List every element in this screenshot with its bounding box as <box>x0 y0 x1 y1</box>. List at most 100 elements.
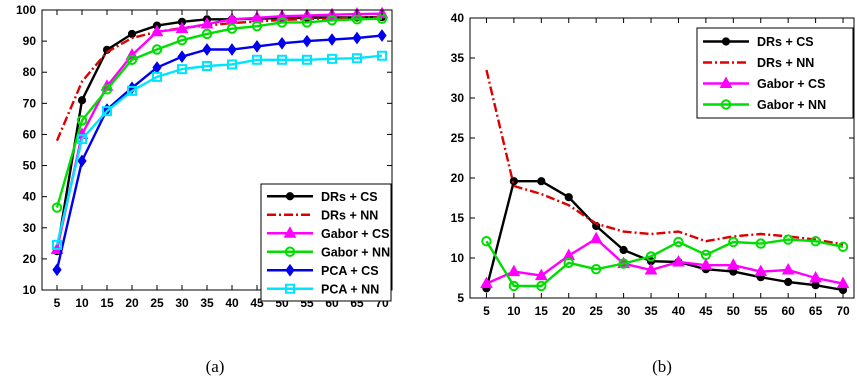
legend-marker <box>284 246 296 257</box>
y-tick-label: 100 <box>16 3 36 17</box>
x-tick-label: 35 <box>644 304 658 318</box>
x-tick-label: 60 <box>781 304 795 318</box>
data-point <box>327 53 337 64</box>
data-point <box>672 254 685 267</box>
data-point <box>754 264 768 277</box>
data-point <box>302 54 312 65</box>
data-point <box>351 14 363 25</box>
data-point <box>127 29 137 39</box>
legend-label: DRs + CS <box>757 35 814 49</box>
x-tick-label: 30 <box>175 296 189 310</box>
data-point <box>201 28 213 40</box>
data-point <box>534 268 548 281</box>
data-point <box>326 15 338 26</box>
x-tick-label: 55 <box>754 304 768 318</box>
y-tick-label: 60 <box>23 127 37 141</box>
data-point <box>277 36 287 50</box>
data-point <box>126 54 138 65</box>
data-point <box>673 236 684 248</box>
data-point <box>481 236 492 247</box>
data-point <box>51 202 63 213</box>
chart-a: 5 10 15 20 25 30 35 40 45 50 55 60 65 701020304050607… <box>16 3 393 376</box>
chart-b: 5 10 15 20 25 30 35 40 45 50 55 60 65 70 5 10 15 20 25 30 35… <box>451 11 855 376</box>
legend-marker <box>285 263 295 277</box>
plot-frame <box>41 9 393 291</box>
data-point <box>225 12 239 24</box>
y-tick-label: 50 <box>23 159 37 173</box>
y-tick-label: 40 <box>451 11 465 25</box>
legend-label: Gabor + NN <box>757 98 826 112</box>
y-tick-label: 80 <box>23 65 37 79</box>
x-tick-label: 20 <box>125 296 139 310</box>
legend: DRs + CS DRs + NN Gabor + CS Gabor + NN PCA … <box>260 183 392 302</box>
data-point <box>177 64 187 75</box>
data-point <box>302 34 312 48</box>
data-point <box>618 258 629 269</box>
x-tick-label: 50 <box>727 304 741 318</box>
data-point <box>276 17 288 28</box>
data-point <box>150 24 164 37</box>
x-tick-label: 40 <box>672 304 686 318</box>
data-point <box>810 236 821 247</box>
data-point <box>202 61 212 71</box>
data-point <box>755 238 766 249</box>
data-point <box>563 257 574 268</box>
data-point <box>275 9 289 21</box>
y-tick-label: 10 <box>23 283 37 297</box>
data-point <box>507 264 521 277</box>
x-tick-label: 10 <box>507 304 521 318</box>
data-point <box>200 16 214 29</box>
legend-label: Gabor + CS <box>757 77 825 91</box>
y-tick-label: 20 <box>451 171 465 185</box>
data-point <box>77 154 87 168</box>
data-point <box>77 134 87 145</box>
x-tick-label: 30 <box>617 304 631 318</box>
data-point <box>76 115 88 126</box>
y-tick-label: 30 <box>451 91 465 105</box>
data-point <box>784 277 793 287</box>
y-tick-label: 70 <box>23 96 37 110</box>
data-point <box>176 34 188 46</box>
x-tick-label: 15 <box>535 304 549 318</box>
legend-marker <box>721 37 731 46</box>
x-tick-label: 5 <box>54 296 61 310</box>
data-point <box>226 23 238 34</box>
x-tick-label: 40 <box>225 296 239 310</box>
data-point <box>782 234 794 245</box>
data-point <box>175 21 189 34</box>
y-tick-label: 35 <box>451 51 465 65</box>
x-tick-label: 15 <box>100 296 114 310</box>
data-point <box>277 54 287 65</box>
data-point <box>101 84 113 95</box>
figure-caption: (b) <box>652 357 672 376</box>
y-tick-label: 30 <box>23 221 37 235</box>
legend-label: DRs + NN <box>757 56 814 70</box>
data-point <box>52 239 62 250</box>
data-point <box>590 264 602 275</box>
legend-label: DRs + CS <box>321 190 378 204</box>
plot-frame <box>469 17 855 299</box>
data-point <box>377 50 387 61</box>
x-tick-label: 10 <box>75 296 89 310</box>
data-point <box>152 61 162 74</box>
legend-marker <box>283 226 297 238</box>
legend-box <box>260 183 392 302</box>
data-point <box>644 262 658 275</box>
data-point <box>352 31 362 45</box>
data-point <box>102 106 112 117</box>
x-tick-label: 65 <box>809 304 823 318</box>
legend-marker <box>719 76 733 88</box>
x-tick-label: 25 <box>150 296 164 310</box>
y-tick-label: 15 <box>451 211 465 225</box>
data-point <box>564 193 573 202</box>
data-point <box>177 50 187 64</box>
legend-label: Gabor + CS <box>321 227 389 241</box>
data-point <box>127 85 137 96</box>
data-point <box>537 177 546 186</box>
y-tick-label: 40 <box>23 190 37 204</box>
series-line <box>55 12 383 250</box>
legend-marker <box>285 192 295 201</box>
legend-label: Gabor + NN <box>321 245 390 259</box>
legend-marker <box>720 99 732 110</box>
